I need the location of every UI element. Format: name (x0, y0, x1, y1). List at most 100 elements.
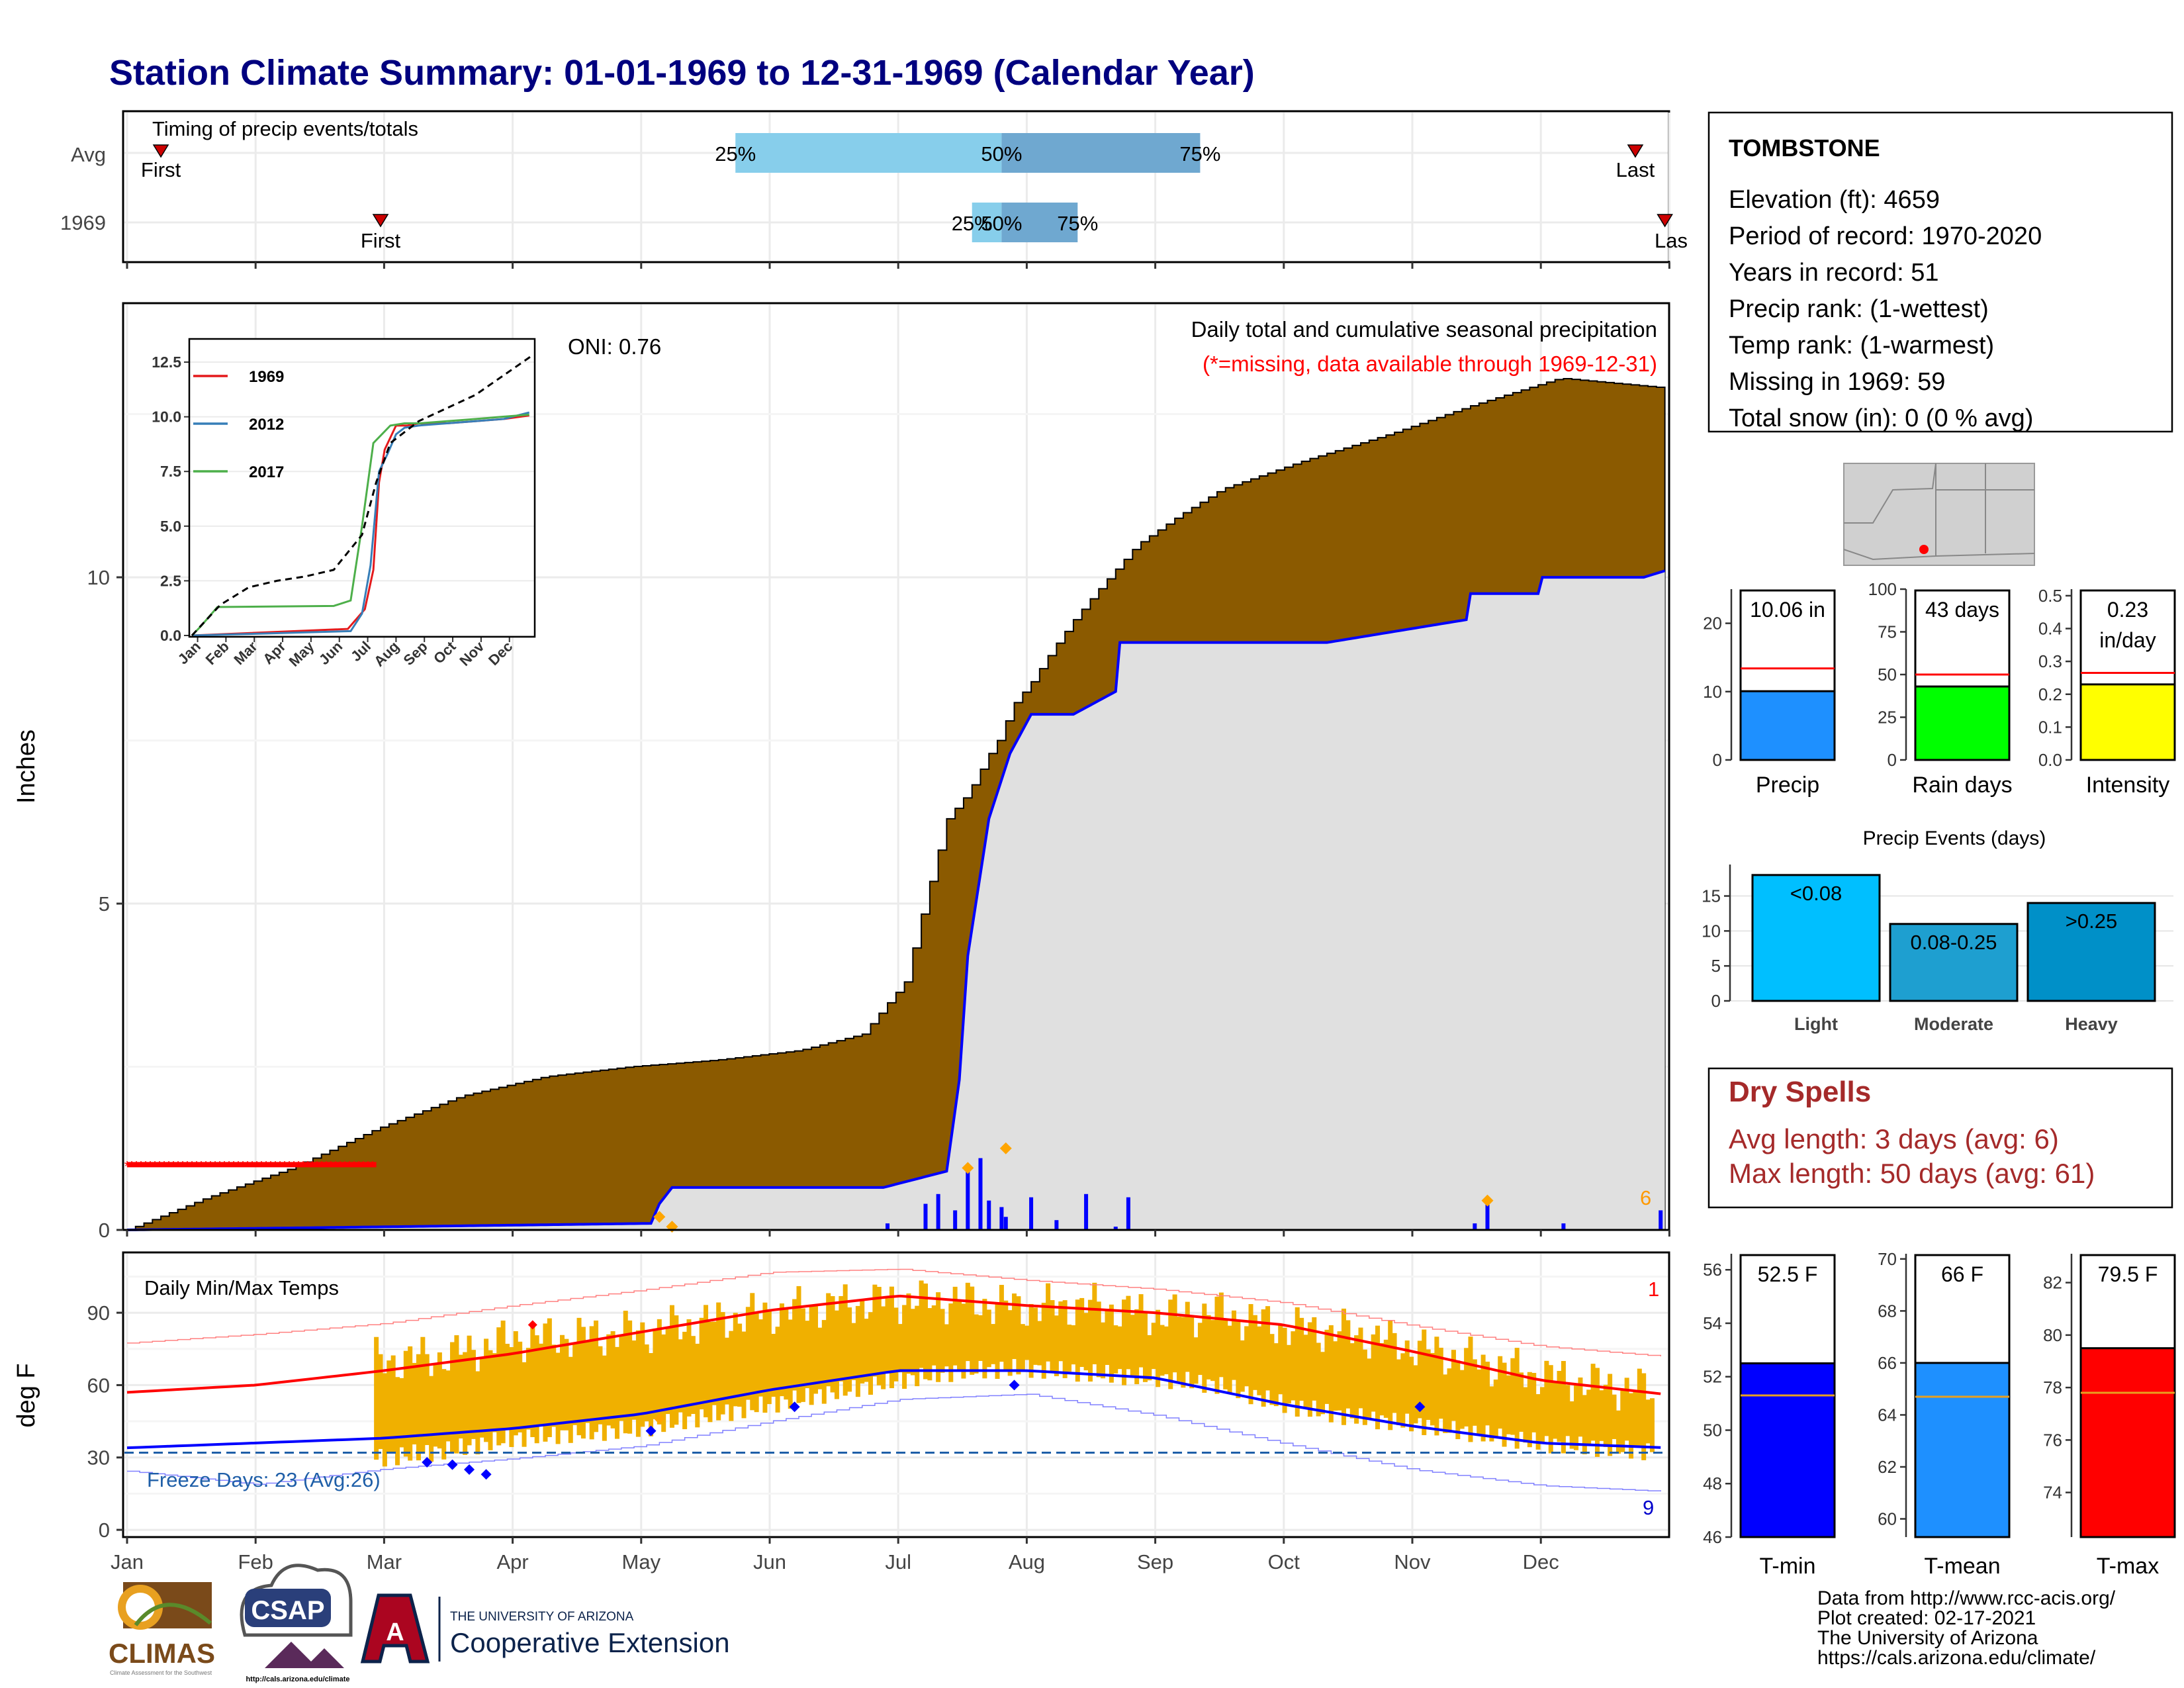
daily-precip-bar (1126, 1197, 1130, 1230)
missing-data-marker: * (217, 1158, 223, 1174)
missing-data-marker: * (370, 1158, 376, 1174)
daily-temp-range-bar (387, 1360, 392, 1454)
missing-data-marker: * (305, 1158, 311, 1174)
missing-data-marker: * (203, 1158, 209, 1174)
daily-temp-range-bar (1641, 1373, 1647, 1460)
events-ytick-label: 5 (1711, 956, 1721, 976)
daily-temp-range-bar (1578, 1377, 1583, 1437)
timing-bar-upper (1001, 133, 1201, 173)
missing-data-marker: * (356, 1158, 362, 1174)
daily-precip-bar (1659, 1210, 1663, 1230)
daily-temp-range-bar (952, 1286, 958, 1366)
missing-data-marker: * (268, 1158, 274, 1174)
daily-temp-range-bar (805, 1321, 810, 1389)
precip-ytick-label: 10 (87, 566, 110, 589)
daily-temp-range-bar (635, 1330, 641, 1437)
timing-pct-label: 75% (1057, 212, 1098, 235)
daily-temp-range-bar (1535, 1394, 1541, 1450)
inset-legend-label: 2012 (249, 416, 284, 434)
missing-data-marker: * (361, 1158, 367, 1174)
station-line: Total snow (in): 0 (0 % avg) (1729, 404, 2033, 432)
event-marker (962, 1162, 974, 1174)
dry-spells-title: Dry Spells (1729, 1076, 1871, 1108)
missing-data-marker: * (319, 1158, 325, 1174)
timing-pct-label: 50% (981, 212, 1022, 235)
daily-temp-range-bar (1058, 1301, 1064, 1362)
daily-temp-range-bar (1489, 1386, 1494, 1442)
events-ytick-label: 0 (1711, 991, 1721, 1011)
daily-temp-range-bar (669, 1305, 674, 1428)
stat-ytick-label: 0.2 (2038, 684, 2062, 704)
daily-temp-range-bar (653, 1328, 658, 1419)
event-marker (999, 1142, 1012, 1154)
inset-legend-label: 2017 (249, 463, 284, 481)
credit-line: Data from http://www.rcc-acis.org/ (1817, 1587, 2116, 1609)
stat-ytick-label: 76 (2043, 1430, 2062, 1450)
daily-temp-range-bar (762, 1302, 768, 1413)
daily-temp-range-bar (982, 1299, 987, 1379)
daily-temp-range-bar (1599, 1390, 1604, 1441)
stat-ytick-label: 60 (1878, 1509, 1897, 1529)
ua-big-text: Cooperative Extension (450, 1627, 730, 1658)
inset-ytick-label: 5.0 (160, 518, 181, 535)
daily-temp-range-bar (1612, 1394, 1617, 1439)
daily-temp-range-bar (906, 1293, 911, 1374)
daily-temp-range-bar (919, 1280, 924, 1368)
daily-precip-bar (978, 1158, 983, 1230)
daily-temp-range-bar (1079, 1297, 1085, 1368)
station-name: TOMBSTONE (1729, 134, 1880, 162)
station-line: Precip rank: (1-wettest) (1729, 295, 1989, 323)
daily-temp-range-bar (1202, 1303, 1207, 1393)
missing-data-marker: * (180, 1158, 186, 1174)
daily-temp-range-bar (1075, 1299, 1080, 1382)
daily-temp-range-bar (1138, 1294, 1144, 1368)
daily-temp-range-bar (661, 1334, 666, 1432)
daily-temp-range-bar (644, 1344, 649, 1422)
daily-temp-range-bar (965, 1282, 970, 1362)
stat-ytick-label: 54 (1703, 1313, 1722, 1333)
daily-temp-range-bar (813, 1306, 819, 1394)
daily-temp-range-bar (1502, 1362, 1507, 1447)
daily-temp-range-bar (1223, 1319, 1228, 1389)
daily-temp-range-bar (1539, 1387, 1545, 1444)
daily-temp-range-bar (454, 1335, 459, 1454)
daily-temp-range-bar (500, 1320, 506, 1444)
events-title: Precip Events (days) (1863, 827, 2046, 849)
events-category-label: Heavy (2065, 1014, 2118, 1034)
event-marker (654, 1413, 665, 1425)
daily-temp-range-bar (970, 1286, 975, 1375)
stat-ytick-label: 82 (2043, 1273, 2062, 1293)
daily-temp-range-bar (1032, 1307, 1038, 1365)
daily-temp-range-bar (991, 1324, 996, 1364)
first-event-label: First (141, 158, 181, 181)
daily-temp-range-bar (978, 1315, 983, 1361)
daily-temp-range-bar (729, 1331, 734, 1421)
missing-data-marker: * (273, 1158, 279, 1174)
daily-temp-range-bar (788, 1319, 793, 1409)
daily-temp-range-bar (1383, 1339, 1388, 1418)
daily-temp-range-bar (1328, 1325, 1334, 1423)
daily-temp-range-bar (484, 1338, 489, 1442)
temp-ytick-label: 60 (87, 1374, 110, 1397)
daily-temp-range-bar (1282, 1327, 1287, 1413)
daily-temp-range-bar (1189, 1316, 1195, 1389)
stat-ytick-label: 70 (1878, 1249, 1897, 1269)
daily-temp-range-bar (1523, 1387, 1528, 1443)
month-tick-label: Sep (1137, 1550, 1173, 1573)
first-event-label: First (361, 229, 401, 252)
daily-temp-range-bar (1443, 1374, 1448, 1433)
daily-temp-range-bar (1037, 1321, 1042, 1366)
stat-category-label: Rain days (1912, 773, 2012, 798)
daily-temp-range-bar (598, 1346, 603, 1425)
daily-temp-range-bar (1142, 1312, 1148, 1382)
daily-temp-range-bar (1286, 1344, 1291, 1404)
stat-ytick-label: 78 (2043, 1378, 2062, 1397)
daily-temp-range-bar (1341, 1308, 1346, 1425)
daily-temp-range-bar (576, 1317, 582, 1436)
oni-label: ONI: 0.76 (568, 334, 661, 359)
record-low-marker (422, 1457, 433, 1468)
daily-temp-range-bar (1257, 1326, 1262, 1395)
daily-temp-range-bar (1316, 1342, 1321, 1417)
daily-temp-range-bar (1464, 1348, 1469, 1427)
